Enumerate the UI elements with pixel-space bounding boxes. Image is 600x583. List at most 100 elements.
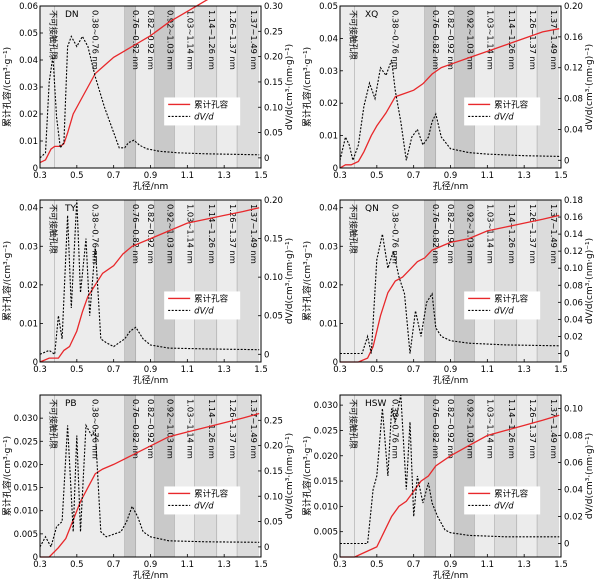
x-tick-label: 1.1 <box>181 365 195 375</box>
zone-band <box>40 395 55 557</box>
zone-band <box>537 200 560 362</box>
y2-tick-label: 0.10 <box>264 103 283 113</box>
y2-tick-label: 0.16 <box>564 213 583 223</box>
y2-tick-label: 0.10 <box>564 264 583 274</box>
y2-tick-label: 0.02 <box>564 513 583 523</box>
zone-band <box>124 200 136 362</box>
zone-label: 不可接触孔隙 <box>48 10 58 60</box>
y2-tick-label: 0.20 <box>564 2 583 12</box>
zone-label: 0.92~1.03 nm <box>165 10 175 70</box>
legend-box <box>164 486 241 515</box>
zone-band <box>340 6 355 168</box>
y2-tick-label: 0.25 <box>264 27 283 37</box>
y2-tick-label: 0.15 <box>264 235 283 245</box>
zone-label: 1.14~1.26 nm <box>507 10 517 70</box>
zone-label: 0.76~0.82 nm <box>431 10 441 70</box>
y-tick-label: 0.01 <box>319 319 338 329</box>
chart-panel-pb: 不可接触孔隙 0.38~0.76 nm 0.76~0.82 nm 0.82~0.92 … <box>1 394 295 581</box>
y2-tick-label: 0.15 <box>264 467 283 477</box>
y-tick-label: 0.030 <box>14 414 38 424</box>
legend-label: 累计孔容 <box>194 99 229 110</box>
x-tick-label: 1.3 <box>217 365 231 375</box>
y-tick-label: 0.03 <box>319 242 338 252</box>
zone-label: 1.26~1.37 nm <box>528 399 538 459</box>
zone-label: 0.92~1.03 nm <box>465 399 475 459</box>
x-tick-label: 0.3 <box>333 560 347 570</box>
zone-label: 0.82~0.92 nm <box>446 10 456 70</box>
x-tick-label: 0.9 <box>444 171 458 181</box>
panel-code: TY <box>64 204 76 214</box>
y2-tick-label: 0.10 <box>264 273 283 283</box>
legend-box <box>464 291 541 320</box>
zone-label: 1.37~1.49 nm <box>549 10 559 70</box>
x-tick-label: 1.1 <box>481 560 495 570</box>
y2-axis-label: dV/d(cm³·(nm·g)⁻¹) <box>585 238 595 324</box>
zone-band <box>237 6 260 168</box>
x-tick-label: 1.5 <box>554 560 568 570</box>
x-axis-label: 孔径/nm <box>433 180 469 192</box>
y-tick-label: 0.03 <box>19 242 38 252</box>
zone-band <box>194 6 217 168</box>
series-line-derivative <box>340 233 560 355</box>
y-tick-label: 0.04 <box>19 204 38 214</box>
y2-tick-label: 0.25 <box>264 416 283 426</box>
series-line-cumulative <box>339 28 560 169</box>
x-tick-label: 0.7 <box>407 560 421 570</box>
zone-label: 0.82~0.92 nm <box>146 204 156 264</box>
zone-band <box>424 395 436 557</box>
x-tick-label: 0.3 <box>333 171 347 181</box>
legend-label: dV/d <box>494 501 514 511</box>
y2-tick-label: 0 <box>564 156 569 166</box>
zone-label: 1.26~1.37 nm <box>528 10 538 70</box>
y-tick-label: 0.05 <box>19 29 38 39</box>
zone-band <box>194 395 217 557</box>
zone-band <box>340 395 355 557</box>
zone-band <box>135 395 155 557</box>
x-axis-label: 孔径/nm <box>433 569 469 581</box>
zone-label: 0.76~0.82 nm <box>131 204 141 264</box>
x-tick-label: 1.3 <box>217 171 231 181</box>
series-line-derivative <box>339 59 560 163</box>
y-tick-label: 0.02 <box>319 281 338 291</box>
zone-band <box>194 200 217 362</box>
x-axis-label: 孔径/nm <box>133 569 169 581</box>
y-tick-label: 0 <box>333 358 338 368</box>
series-line-derivative <box>39 423 260 549</box>
x-tick-label: 0.3 <box>33 171 47 181</box>
y-tick-label: 0.010 <box>14 507 38 517</box>
zone-label: 1.03~1.14 nm <box>186 204 196 264</box>
y-tick-label: 0.020 <box>314 452 338 462</box>
y-tick-label: 0.01 <box>319 132 338 142</box>
zone-label: 不可接触孔隙 <box>348 10 358 60</box>
series-line-cumulative <box>340 214 560 363</box>
zone-label: 不可接触孔隙 <box>48 204 58 254</box>
series-line-derivative <box>340 394 560 545</box>
zone-label: 1.37~1.49 nm <box>549 204 559 264</box>
zone-band <box>537 395 560 557</box>
zone-band <box>237 200 260 362</box>
y-tick-label: 0.04 <box>319 204 338 214</box>
y2-tick-label: 0.04 <box>564 486 583 496</box>
y-tick-label: 0.03 <box>19 83 38 93</box>
y2-tick-label: 0.08 <box>564 281 583 291</box>
zone-band <box>174 6 195 168</box>
y2-tick-label: 0.20 <box>264 53 283 63</box>
x-tick-label: 0.3 <box>333 365 347 375</box>
y-tick-label: 0.01 <box>19 319 38 329</box>
zone-label: 1.14~1.26 nm <box>207 399 217 459</box>
legend-box <box>164 291 241 320</box>
x-tick-label: 0.3 <box>33 560 47 570</box>
zone-label: 0.76~0.82 nm <box>131 10 141 70</box>
zone-label: 1.37~1.49 nm <box>549 399 559 459</box>
y-tick-label: 0.05 <box>319 2 338 12</box>
zone-label: 1.03~1.14 nm <box>186 10 196 70</box>
x-tick-label: 1.5 <box>254 171 268 181</box>
x-tick-label: 0.5 <box>370 365 384 375</box>
zone-band <box>474 200 495 362</box>
y-tick-label: 0.06 <box>19 2 38 12</box>
legend-box <box>164 97 241 126</box>
zone-label: 0.82~0.92 nm <box>446 204 456 264</box>
y-axis-label: 累计孔容/(cm³·g⁻¹) <box>301 436 313 516</box>
y-tick-label: 0.01 <box>19 137 38 147</box>
